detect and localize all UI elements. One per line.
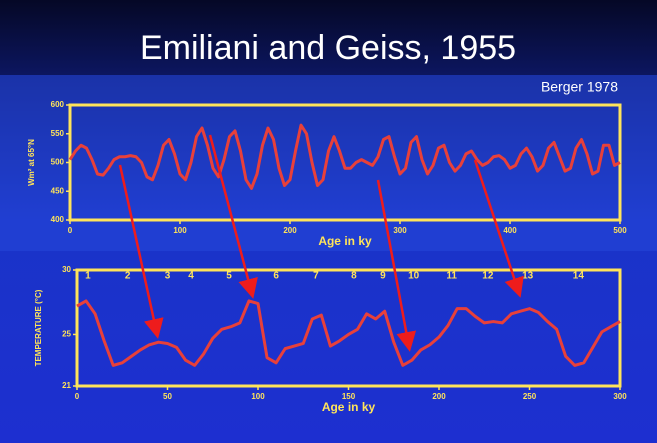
arrow [118, 164, 164, 339]
x-tick-label: 0 [75, 392, 80, 401]
y-axis-label: Wm² at 65°N [27, 139, 36, 186]
stage-number: 5 [226, 271, 232, 282]
y-tick-label: 550 [51, 129, 65, 138]
y-tick-label: 25 [62, 330, 71, 339]
stage-number: 14 [573, 271, 585, 282]
x-tick-label: 200 [283, 226, 297, 235]
stage-number: 8 [351, 271, 357, 282]
x-tick-label: 50 [163, 392, 172, 401]
source: Berger 1978 [541, 79, 618, 95]
x-tick-label: 100 [251, 392, 265, 401]
y-axis-label: TEMPERATURE (°C) [34, 289, 43, 366]
stage-number: 9 [380, 271, 386, 282]
data-line [76, 299, 621, 367]
y-tick-label: 500 [51, 158, 65, 167]
x-tick-label: 400 [503, 226, 517, 235]
stage-number: 11 [446, 271, 457, 282]
x-axis-label: Age in ky [318, 234, 372, 248]
band [0, 75, 657, 251]
y-tick-label: 600 [51, 100, 65, 109]
stage-number: 3 [165, 271, 171, 282]
stage-number: 10 [408, 271, 420, 282]
data-line [68, 123, 621, 190]
x-tick-label: 150 [342, 392, 356, 401]
stage-number: 2 [125, 271, 131, 282]
x-tick-label: 500 [613, 226, 627, 235]
y-tick-label: 21 [62, 381, 71, 390]
stage-number: 4 [188, 271, 194, 282]
arrow [473, 159, 524, 298]
x-tick-label: 200 [432, 392, 446, 401]
x-axis-label: Age in ky [322, 400, 376, 414]
stage-number: 13 [522, 271, 534, 282]
stage-number: 1 [85, 271, 91, 282]
x-tick-label: 250 [523, 392, 537, 401]
y-tick-label: 30 [62, 265, 71, 274]
x-tick-label: 300 [393, 226, 407, 235]
x-tick-label: 0 [68, 226, 73, 235]
arrow [208, 134, 258, 299]
x-tick-label: 300 [613, 392, 627, 401]
stage-number: 12 [482, 271, 494, 282]
arrow [376, 179, 417, 352]
x-tick-label: 100 [173, 226, 187, 235]
stage-number: 6 [273, 271, 279, 282]
slide-title: Emiliani and Geiss, 1955 [140, 29, 516, 67]
arrows [118, 134, 524, 352]
y-tick-label: 400 [51, 215, 65, 224]
stage-number: 7 [313, 271, 319, 282]
y-tick-label: 450 [51, 186, 65, 195]
